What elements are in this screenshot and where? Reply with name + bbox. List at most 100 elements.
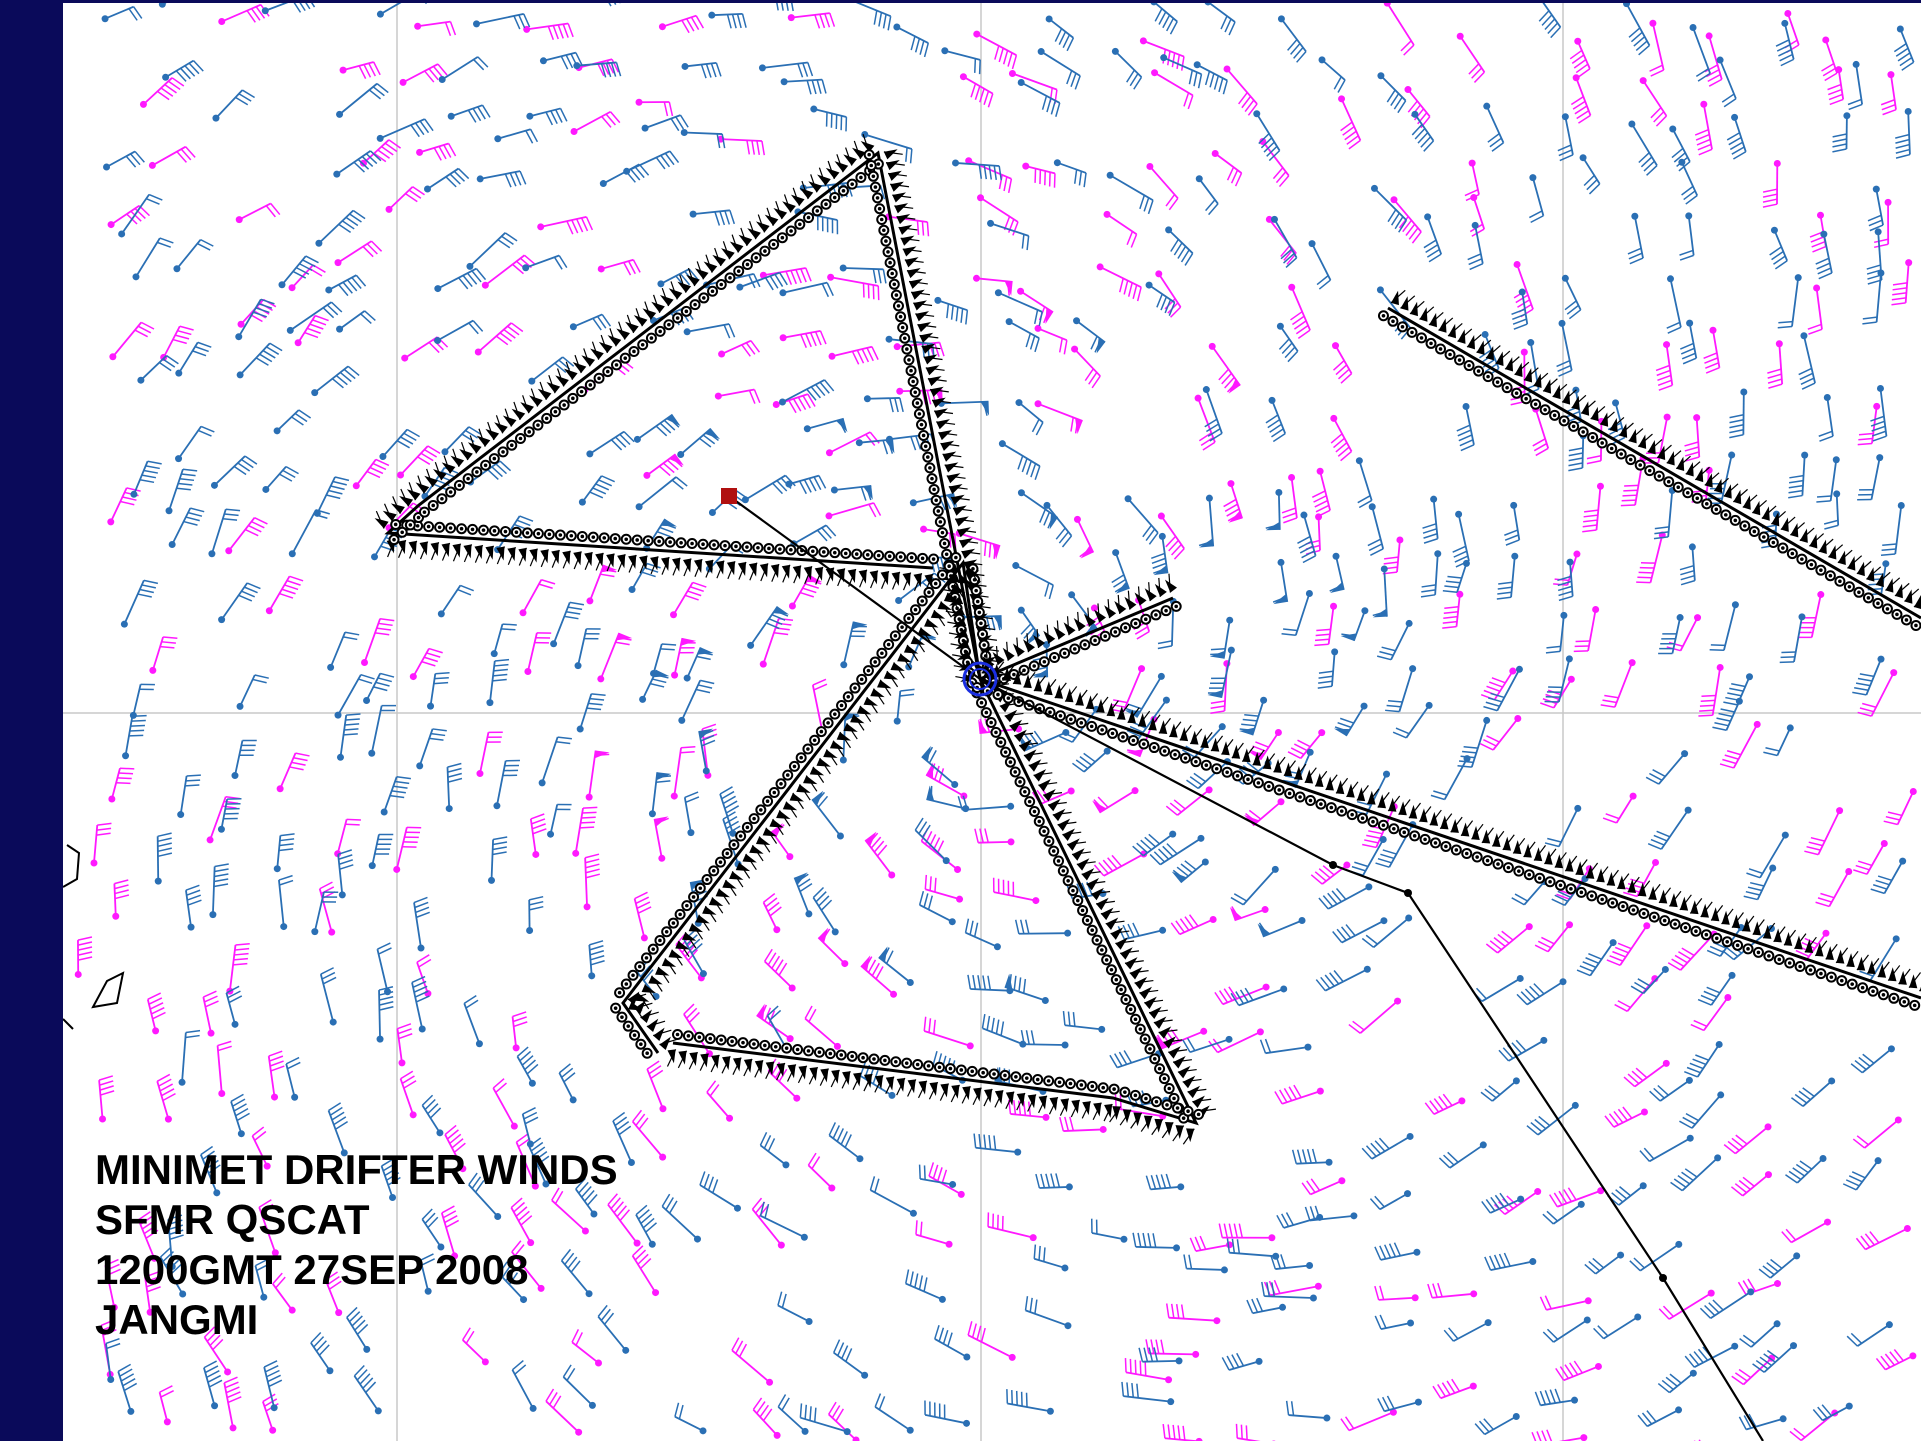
qscat-wind-barb bbox=[510, 1197, 535, 1247]
qscat-wind-barb bbox=[399, 63, 448, 86]
coast-fragment bbox=[63, 844, 81, 888]
sfmr-wind-barb bbox=[878, 946, 914, 987]
sfmr-wind-barb bbox=[1374, 1242, 1421, 1261]
sfmr-wind-barb bbox=[1568, 432, 1587, 472]
qscat-wind-barb bbox=[1348, 997, 1402, 1034]
sfmr-wind-barb bbox=[1709, 601, 1739, 651]
sfmr-wind-barb bbox=[840, 621, 868, 669]
sfmr-wind-barb bbox=[526, 107, 568, 126]
sfmr-wind-barb bbox=[1556, 319, 1573, 377]
qscat-wind-barb bbox=[1338, 95, 1362, 150]
sfmr-wind-barb bbox=[575, 1177, 598, 1218]
sfmr-wind-barb bbox=[1511, 288, 1529, 330]
sfmr-wind-barb bbox=[278, 255, 319, 289]
qscat-wind-barb bbox=[1694, 100, 1713, 156]
qscat-wind-barb bbox=[827, 273, 880, 301]
sfmr-wind-barb bbox=[810, 105, 848, 132]
sfmr-wind-barb bbox=[286, 301, 343, 334]
sfmr-wind-barb bbox=[780, 78, 827, 95]
qscat-wind-barb bbox=[1479, 715, 1522, 751]
qscat-wind-barb bbox=[1604, 1106, 1648, 1128]
qscat-wind-barb bbox=[1704, 32, 1723, 87]
qscat-wind-barb bbox=[1093, 850, 1148, 877]
sfmr-wind-barb bbox=[1870, 857, 1907, 895]
sfmr-wind-barb bbox=[1272, 558, 1289, 605]
qscat-wind-barb bbox=[731, 1337, 774, 1386]
sfmr-wind-barb bbox=[1253, 110, 1281, 162]
sfmr-wind-barb bbox=[230, 1093, 250, 1138]
sfmr-wind-barb bbox=[1657, 1369, 1697, 1394]
qscat-wind-barb bbox=[670, 581, 707, 619]
sfmr-wind-barb bbox=[759, 1131, 790, 1169]
qscat-wind-barb bbox=[706, 1080, 734, 1122]
sfmr-wind-barb bbox=[1857, 454, 1884, 501]
sfmr-wind-barb bbox=[1653, 486, 1676, 540]
sfmr-wind-barb bbox=[1193, 61, 1228, 95]
qscat-wind-barb bbox=[759, 267, 812, 285]
qscat-wind-barb bbox=[973, 30, 1018, 70]
sfmr-wind-barb bbox=[1132, 830, 1177, 857]
qscat-wind-barb bbox=[825, 431, 880, 457]
qscat-wind-barb bbox=[1214, 983, 1270, 1006]
sfmr-wind-barb bbox=[1377, 72, 1407, 114]
sfmr-wind-barb bbox=[165, 468, 198, 515]
sfmr-wind-barb bbox=[1308, 240, 1332, 290]
sfmr-wind-barb bbox=[177, 774, 201, 819]
flight-track-leg bbox=[1377, 289, 1921, 631]
sfmr-wind-barb bbox=[1538, 3, 1562, 39]
sfmr-wind-barb bbox=[1171, 858, 1209, 884]
sfmr-wind-barb bbox=[466, 232, 518, 270]
sfmr-wind-barb bbox=[122, 714, 147, 760]
sfmr-wind-barb bbox=[472, 13, 531, 30]
sfmr-wind-barb bbox=[1151, 532, 1169, 576]
sfmr-wind-barb bbox=[1484, 1252, 1537, 1271]
sfmr-wind-barb bbox=[1121, 1381, 1175, 1406]
sfmr-wind-barb bbox=[178, 1029, 201, 1086]
sfmr-wind-barb bbox=[185, 884, 202, 931]
qscat-wind-barb bbox=[1731, 1354, 1776, 1386]
sfmr-wind-barb bbox=[1230, 865, 1279, 906]
sfmr-wind-barb bbox=[1467, 221, 1484, 271]
sfmr-wind-barb bbox=[1823, 490, 1841, 530]
sfmr-wind-barb bbox=[1376, 619, 1413, 661]
sfmr-wind-barb bbox=[1012, 562, 1054, 600]
sfmr-wind-barb bbox=[683, 929, 707, 978]
sfmr-wind-barb bbox=[1150, 3, 1178, 35]
sfmr-wind-barb bbox=[863, 395, 904, 413]
qscat-wind-barb bbox=[108, 767, 135, 803]
sfmr-wind-barb bbox=[1017, 489, 1059, 530]
qscat-wind-barb bbox=[1034, 400, 1083, 435]
sfmr-wind-barb bbox=[777, 1394, 809, 1435]
qscat-wind-barb bbox=[1034, 324, 1068, 355]
qscat-wind-barb bbox=[915, 1220, 953, 1248]
sfmr-wind-barb bbox=[159, 1246, 187, 1298]
caption-line-1: MINIMET DRIFTER WINDS bbox=[95, 1146, 618, 1193]
sfmr-wind-barb bbox=[1230, 985, 1288, 1007]
qscat-wind-barb bbox=[481, 254, 536, 289]
sfmr-wind-barb bbox=[803, 417, 848, 434]
frame-border-top bbox=[0, 0, 1921, 3]
flight-track-leg bbox=[666, 670, 1217, 1145]
qscat-wind-barb bbox=[1404, 86, 1431, 129]
qscat-wind-barb bbox=[1427, 1282, 1478, 1299]
sfmr-wind-barb bbox=[1529, 174, 1545, 224]
sfmr-wind-barb bbox=[573, 61, 622, 78]
sfmr-wind-barb bbox=[855, 3, 892, 31]
sfmr-wind-barb bbox=[964, 918, 1001, 951]
qscat-wind-barb bbox=[1485, 923, 1533, 954]
qscat-wind-barb bbox=[631, 1109, 667, 1161]
sfmr-wind-barb bbox=[1145, 281, 1176, 316]
qscat-wind-barb bbox=[146, 992, 166, 1035]
qscat-wind-barb bbox=[977, 194, 1019, 236]
qscat-wind-barb bbox=[1374, 1285, 1419, 1302]
qscat-wind-barb bbox=[545, 1388, 583, 1436]
qscat-wind-barb bbox=[206, 795, 241, 844]
sfmr-wind-barb bbox=[678, 679, 715, 724]
sfmr-wind-barb bbox=[1557, 113, 1574, 162]
sfmr-wind-barb bbox=[1880, 502, 1905, 556]
qscat-wind-barb bbox=[807, 1152, 836, 1192]
sfmr-wind-barb bbox=[103, 150, 145, 171]
sfmr-wind-barb bbox=[1842, 1157, 1882, 1191]
qscat-wind-barb bbox=[585, 750, 610, 801]
qscat-wind-barb bbox=[1703, 326, 1721, 374]
